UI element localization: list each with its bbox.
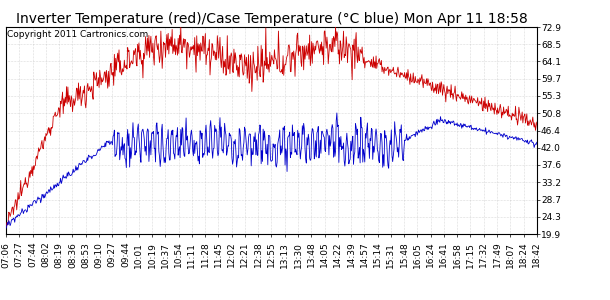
Title: Inverter Temperature (red)/Case Temperature (°C blue) Mon Apr 11 18:58: Inverter Temperature (red)/Case Temperat…: [16, 12, 527, 26]
Text: Copyright 2011 Cartronics.com: Copyright 2011 Cartronics.com: [7, 30, 148, 39]
